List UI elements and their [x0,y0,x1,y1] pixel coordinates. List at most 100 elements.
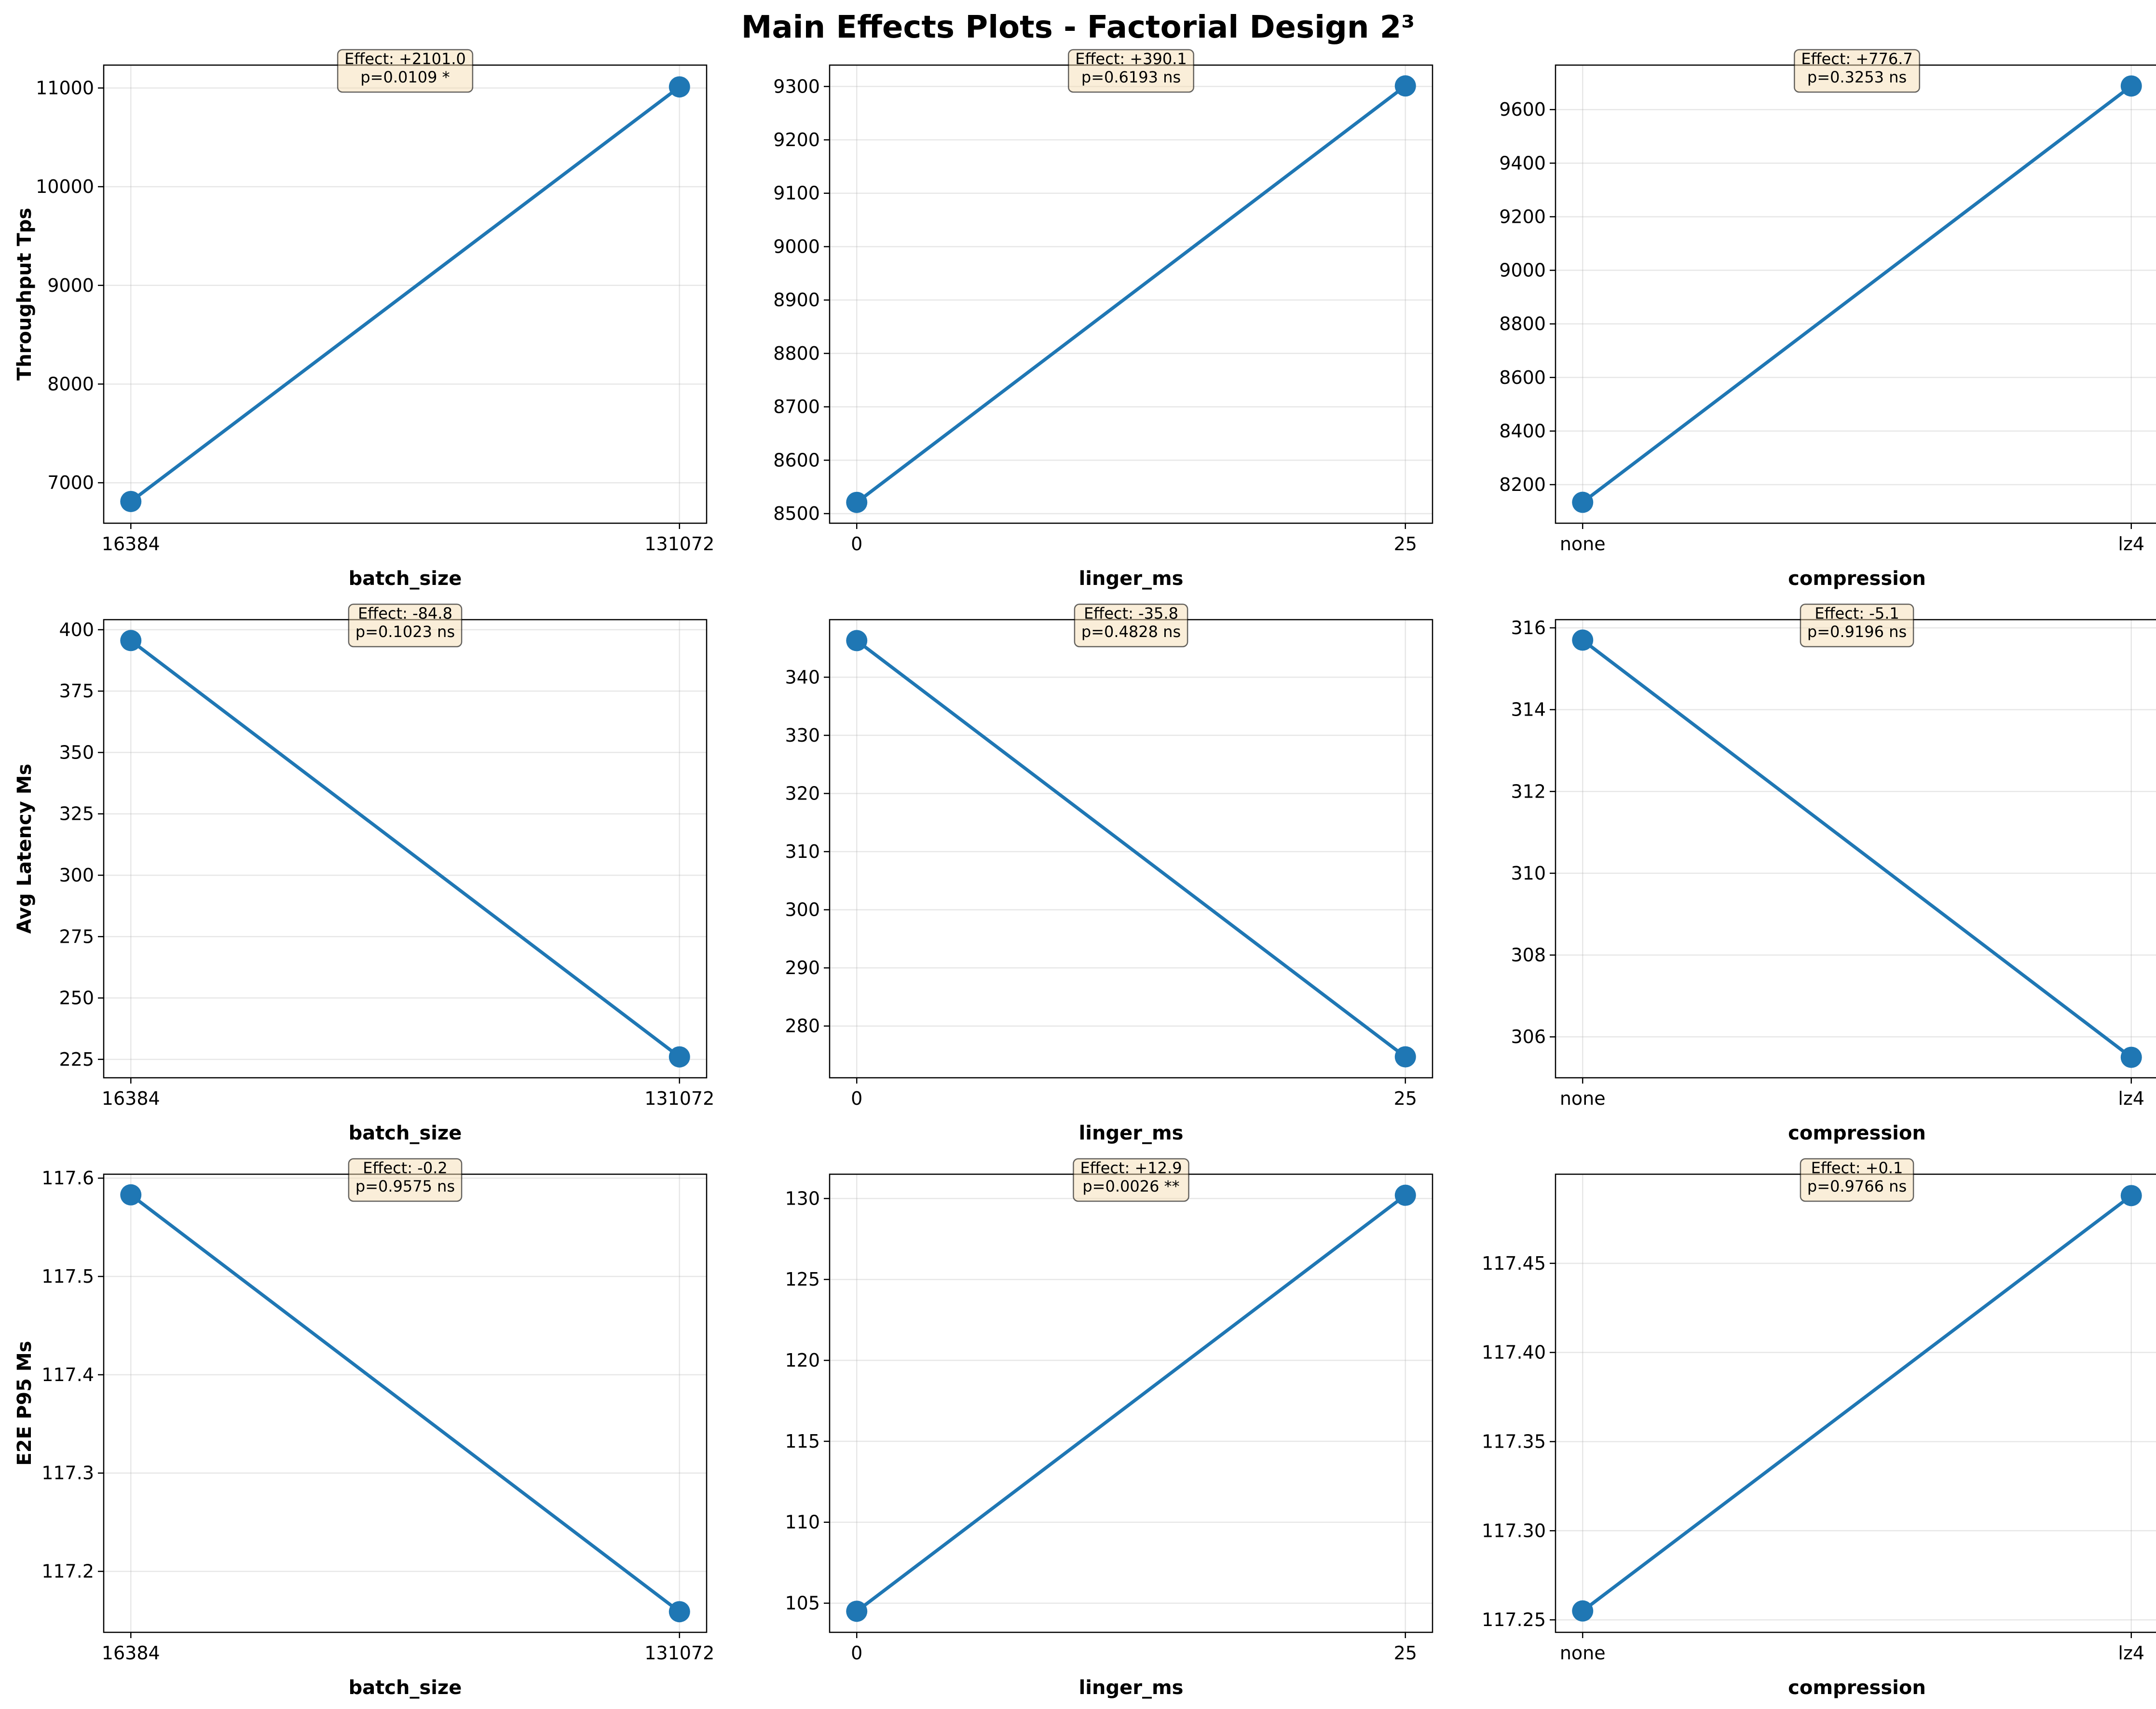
x-axis-label: compression [1788,568,1926,590]
y-tick-label: 7000 [47,472,94,493]
series-line [1582,1194,2132,1613]
y-tick-label: 117.45 [1482,1253,1546,1274]
y-tick-label: 8600 [1499,367,1546,388]
subplot-3-2: 105 110 115 120 125 130 0 25 linger_ms Effect: +1… [785,1158,1433,1699]
y-tick-label: 8800 [773,343,820,364]
x-axis-label: linger_ms [1079,1122,1184,1144]
p-value-text: p=0.3253 ns [1807,68,1907,86]
y-tick-label: 8200 [1499,474,1546,495]
data-point [120,630,142,651]
y-tick-label: 400 [59,619,94,640]
effect-value-text: Effect: +2101.0 [344,50,466,68]
y-tick-label: 11000 [36,77,94,98]
series-line [856,1194,1406,1613]
annotation-box [337,49,474,93]
series-line [1582,638,2132,1059]
data-point [1572,491,1594,513]
effect-value-text: Effect: -35.8 [1084,604,1178,623]
x-axis-label: compression [1788,1122,1926,1144]
p-value-text: p=0.4828 ns [1081,623,1181,641]
y-tick-label: 9200 [1499,206,1546,227]
y-tick-label: 310 [785,841,820,862]
data-point [120,1184,142,1206]
effect-annotation: Effect: +0.1p=0.9766 ns [1800,1158,1914,1202]
y-tick-label: 9100 [773,183,820,204]
effect-annotation: Effect: +776.7p=0.3253 ns [1794,49,1920,93]
y-tick-label: 8700 [773,396,820,418]
subplot-3-1: 117.2 117.3 117.4 117.5 117.6 16384 131072 batc… [14,1158,714,1699]
x-axis-label: linger_ms [1079,568,1184,590]
y-axis-label: Throughput Tps [14,208,36,380]
y-tick-label: 117.3 [41,1463,94,1484]
x-tick-label: 16384 [102,1642,160,1664]
annotation-box [1073,1158,1189,1202]
data-point [846,491,868,513]
y-tick-label: 117.35 [1482,1431,1546,1452]
x-tick-label: lz4 [2118,1642,2144,1664]
y-tick-label: 250 [59,988,94,1009]
effect-annotation: Effect: +390.1p=0.6193 ns [1068,49,1194,93]
effect-value-text: Effect: -84.8 [358,604,452,623]
series-line [130,1194,681,1613]
y-tick-label: 117.2 [41,1561,94,1582]
annotation-box [1794,49,1920,93]
y-tick-label: 350 [59,742,94,763]
x-axis-label: compression [1788,1677,1926,1699]
p-value-text: p=0.0109 * [360,68,450,86]
y-tick-label: 375 [59,680,94,702]
x-tick-label: none [1560,533,1606,555]
y-tick-label: 8800 [1499,313,1546,335]
data-point [120,490,142,512]
x-tick-label: lz4 [2118,533,2144,555]
y-tick-label: 8400 [1499,420,1546,442]
annotation-box [1800,1158,1914,1202]
subplot-2-1: 225 250 275 300 325 350 375 400 16384 131072 batch… [14,603,714,1144]
annotation-box [348,603,463,648]
y-tick-label: 225 [59,1049,94,1070]
y-tick-label: 117.6 [41,1167,94,1189]
y-tick-label: 120 [785,1350,820,1371]
p-value-text: p=0.9196 ns [1807,623,1907,641]
y-tick-label: 117.5 [41,1266,94,1287]
data-point [669,1601,690,1623]
data-point [2120,75,2142,97]
x-tick-label: 16384 [102,1088,160,1109]
annotation-box [348,1158,463,1202]
x-tick-label: 131072 [644,1642,714,1664]
x-tick-label: 0 [851,533,862,555]
y-tick-label: 340 [785,666,820,688]
figure-title: Main Effects Plots - Factorial Design 2³ [741,10,1415,45]
y-tick-label: 10000 [36,176,94,197]
effect-annotation: Effect: +12.9p=0.0026 ** [1073,1158,1189,1202]
subplot-1-3: 8200 8400 8600 8800 9000 9200 9400 9600 none lz4 c… [1499,49,2156,590]
y-tick-label: 9600 [1499,99,1546,120]
x-axis-label: batch_size [349,568,462,590]
p-value-text: p=0.1023 ns [355,623,455,641]
effect-value-text: Effect: +12.9 [1080,1159,1182,1177]
y-tick-label: 300 [59,865,94,886]
p-value-text: p=0.9766 ns [1807,1177,1907,1195]
y-tick-label: 280 [785,1016,820,1037]
y-tick-label: 117.40 [1482,1342,1546,1363]
y-tick-label: 275 [59,926,94,947]
y-tick-label: 290 [785,957,820,978]
data-point [669,1046,690,1068]
y-tick-label: 310 [1511,863,1546,884]
x-tick-label: lz4 [2118,1088,2144,1109]
y-tick-label: 312 [1511,781,1546,802]
y-tick-label: 115 [785,1431,820,1452]
series-line [1582,84,2132,504]
effect-value-text: Effect: -5.1 [1815,604,1899,623]
p-value-text: p=0.0026 ** [1082,1177,1179,1195]
y-axis-label: E2E P95 Ms [14,1341,36,1466]
data-point [1394,75,1416,97]
subplot-2-3: 306 308 310 312 314 316 none lz4 compression Effe… [1511,603,2156,1144]
series-line [856,84,1406,504]
x-tick-label: 0 [851,1088,862,1109]
x-tick-label: 25 [1394,1642,1417,1664]
data-point [1572,629,1594,651]
x-tick-label: 25 [1394,1088,1417,1109]
y-tick-label: 320 [785,783,820,804]
